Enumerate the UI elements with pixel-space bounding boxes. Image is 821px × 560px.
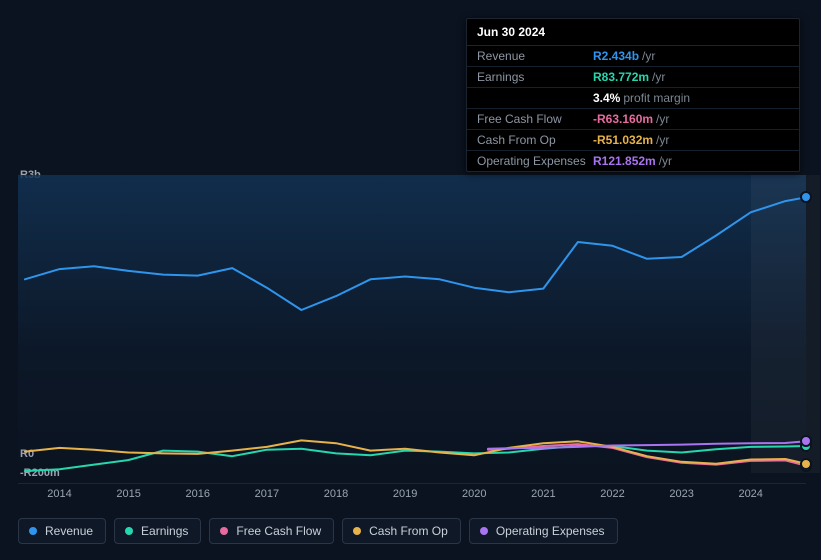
tooltip-row: Cash From Op-R51.032m /yr [467,129,799,150]
legend-swatch [125,527,133,535]
legend-swatch [29,527,37,535]
x-axis-tick: 2015 [116,488,140,500]
legend-swatch [480,527,488,535]
legend-label: Free Cash Flow [236,524,321,538]
series-end-dot [800,458,812,470]
tooltip-row-suffix: /yr [642,49,655,63]
tooltip-row-suffix: /yr [652,70,665,84]
legend-label: Cash From Op [369,524,448,538]
financials-line-chart[interactable]: R3bR0-R200m [18,155,806,473]
x-axis-tick: 2021 [531,488,555,500]
tooltip-row: Free Cash Flow-R63.160m /yr [467,108,799,129]
series-end-dot [800,191,812,203]
legend-chip-earnings[interactable]: Earnings [114,518,201,544]
tooltip-profit-margin-label: profit margin [623,91,690,105]
tooltip-row-label: Earnings [477,70,593,84]
tooltip-row-value: R2.434b [593,49,639,63]
tooltip-row-suffix: /yr [656,112,669,126]
tooltip-profit-margin-percent: 3.4% [593,91,620,105]
tooltip-row-value: R121.852m [593,154,656,168]
chart-tooltip: Jun 30 2024 RevenueR2.434b /yrEarningsR8… [466,18,800,172]
x-axis-tick: 2023 [669,488,693,500]
series-svg [18,175,806,473]
tooltip-row: Operating ExpensesR121.852m /yr [467,150,799,171]
tooltip-row-label: Free Cash Flow [477,112,593,126]
legend-chip-revenue[interactable]: Revenue [18,518,106,544]
legend-swatch [220,527,228,535]
tooltip-row-suffix: /yr [659,154,672,168]
x-axis-tick: 2016 [185,488,209,500]
tooltip-row-value: -R51.032m [593,133,653,147]
tooltip-row: EarningsR83.772m /yr [467,66,799,87]
x-axis-tick: 2020 [462,488,486,500]
tooltip-row-value: R83.772m [593,70,649,84]
tooltip-row: RevenueR2.434b /yr [467,46,799,66]
series-end-dot [800,435,812,447]
legend-chip-operating-expenses[interactable]: Operating Expenses [469,518,618,544]
legend-chip-free-cash-flow[interactable]: Free Cash Flow [209,518,334,544]
x-axis-tick: 2014 [47,488,71,500]
x-axis-tick: 2019 [393,488,417,500]
legend-label: Earnings [141,524,188,538]
x-axis-tick: 2022 [600,488,624,500]
legend-chip-cash-from-op[interactable]: Cash From Op [342,518,461,544]
x-axis: 2014 2015 2016 2017 2018 2019 2020 2021 2022 2023… [18,483,806,502]
x-axis-tick: 2024 [738,488,762,500]
x-axis-tick: 2017 [255,488,279,500]
chart-legend: Revenue Earnings Free Cash Flow Cash From O… [18,518,618,544]
tooltip-row-suffix: /yr [656,133,669,147]
tooltip-row: 3.4% profit margin [467,87,799,108]
x-axis-tick: 2018 [324,488,348,500]
tooltip-row-value: -R63.160m [593,112,653,126]
plot-area [18,175,806,473]
tooltip-row-label: Revenue [477,49,593,63]
legend-swatch [353,527,361,535]
legend-label: Revenue [45,524,93,538]
tooltip-date: Jun 30 2024 [467,19,799,46]
tooltip-row-label: Operating Expenses [477,154,593,168]
legend-label: Operating Expenses [496,524,605,538]
tooltip-row-label: Cash From Op [477,133,593,147]
series-revenue [25,197,806,310]
